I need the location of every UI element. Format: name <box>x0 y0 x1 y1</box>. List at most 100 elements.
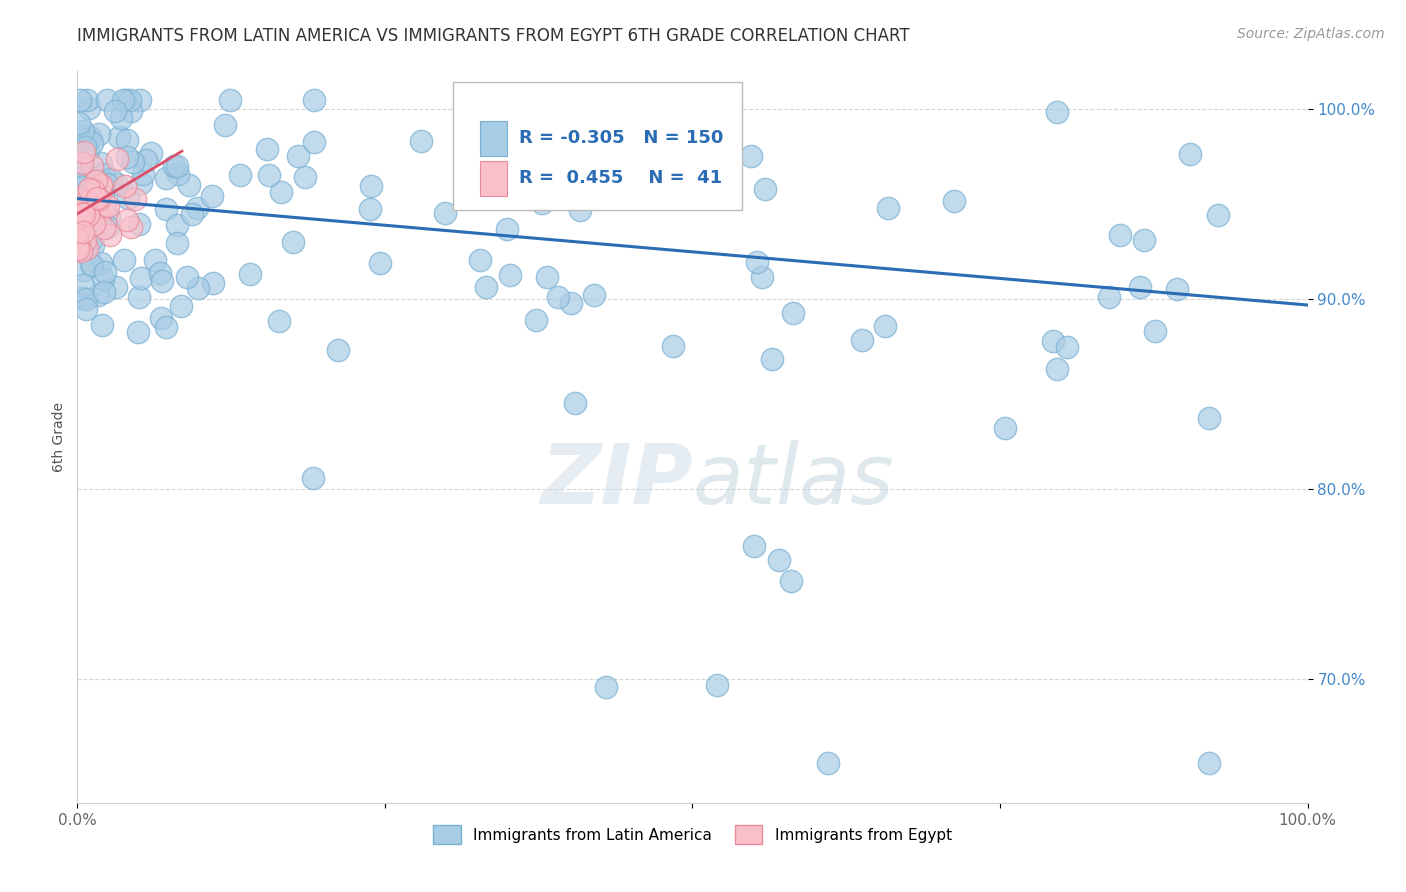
Point <box>564 396 586 410</box>
Point <box>82 238 104 252</box>
Point <box>120 220 142 235</box>
Text: R =  0.455    N =  41: R = 0.455 N = 41 <box>519 169 723 187</box>
Point <box>496 222 519 236</box>
Point <box>80 258 103 272</box>
Point <box>875 318 897 333</box>
Point <box>780 574 803 588</box>
Point <box>93 264 115 278</box>
Point <box>1144 324 1167 338</box>
Point <box>67 224 90 238</box>
Point <box>270 185 292 199</box>
Bar <box>479 161 506 195</box>
Point <box>531 196 554 211</box>
Point <box>166 235 188 250</box>
Point <box>112 252 135 267</box>
Point <box>817 756 839 770</box>
Point <box>80 185 103 199</box>
Point <box>180 207 202 221</box>
Point <box>583 288 606 302</box>
Point <box>368 256 391 270</box>
Point <box>98 210 121 224</box>
Point <box>1198 410 1220 425</box>
Point <box>1206 208 1229 222</box>
Point <box>560 296 582 310</box>
Point <box>170 299 193 313</box>
Point <box>287 149 309 163</box>
Point <box>1108 227 1130 242</box>
Point <box>96 93 118 107</box>
Point <box>73 234 96 248</box>
Point <box>1046 362 1069 376</box>
Point <box>132 167 155 181</box>
Point <box>595 680 617 694</box>
Point <box>76 143 98 157</box>
Point <box>186 201 208 215</box>
Point <box>155 170 177 185</box>
Point <box>524 313 547 327</box>
Point <box>67 145 90 159</box>
Point <box>745 255 768 269</box>
Point <box>218 93 240 107</box>
Point <box>1166 282 1188 296</box>
Point <box>1056 341 1078 355</box>
Point <box>942 194 965 209</box>
Point <box>166 218 188 232</box>
Point <box>86 288 108 302</box>
Point <box>80 258 103 272</box>
Point <box>83 191 105 205</box>
Point <box>179 178 201 192</box>
Point <box>547 290 569 304</box>
Point <box>301 470 323 484</box>
Point <box>80 233 103 247</box>
Point <box>761 352 783 367</box>
Point <box>90 318 112 332</box>
Point <box>229 168 252 182</box>
Point <box>239 267 262 281</box>
Point <box>70 179 93 194</box>
Point <box>166 159 188 173</box>
Point <box>94 197 117 211</box>
Point <box>754 182 776 196</box>
Point <box>201 189 224 203</box>
Point <box>117 150 139 164</box>
Point <box>66 191 89 205</box>
Point <box>143 252 166 267</box>
Point <box>93 221 115 235</box>
Point <box>89 215 111 229</box>
Point <box>66 238 89 252</box>
Point <box>73 211 96 225</box>
Point <box>66 237 89 252</box>
Point <box>89 192 111 206</box>
Point <box>90 178 112 192</box>
Point <box>73 140 96 154</box>
Point <box>83 217 105 231</box>
Point <box>1198 756 1220 770</box>
Point <box>73 164 96 178</box>
Point <box>72 203 94 218</box>
Point <box>155 320 177 334</box>
Point <box>82 183 104 197</box>
Point <box>72 207 94 221</box>
Point <box>167 168 190 182</box>
Point <box>155 202 177 216</box>
Point <box>70 156 93 170</box>
Point <box>302 135 325 149</box>
Text: R = -0.305   N = 150: R = -0.305 N = 150 <box>519 129 723 147</box>
Point <box>124 192 146 206</box>
Point <box>67 213 90 227</box>
Text: ZIP: ZIP <box>540 441 693 522</box>
Point <box>66 201 89 215</box>
Point <box>70 206 93 220</box>
Y-axis label: 6th Grade: 6th Grade <box>52 402 66 472</box>
Point <box>75 302 97 317</box>
Point <box>104 104 127 119</box>
Point <box>73 145 96 159</box>
Point <box>105 177 128 191</box>
Point <box>72 124 94 138</box>
Point <box>76 93 98 107</box>
Point <box>117 190 139 204</box>
Point <box>150 274 173 288</box>
Point <box>176 269 198 284</box>
Point <box>851 334 873 348</box>
Point <box>498 268 520 282</box>
